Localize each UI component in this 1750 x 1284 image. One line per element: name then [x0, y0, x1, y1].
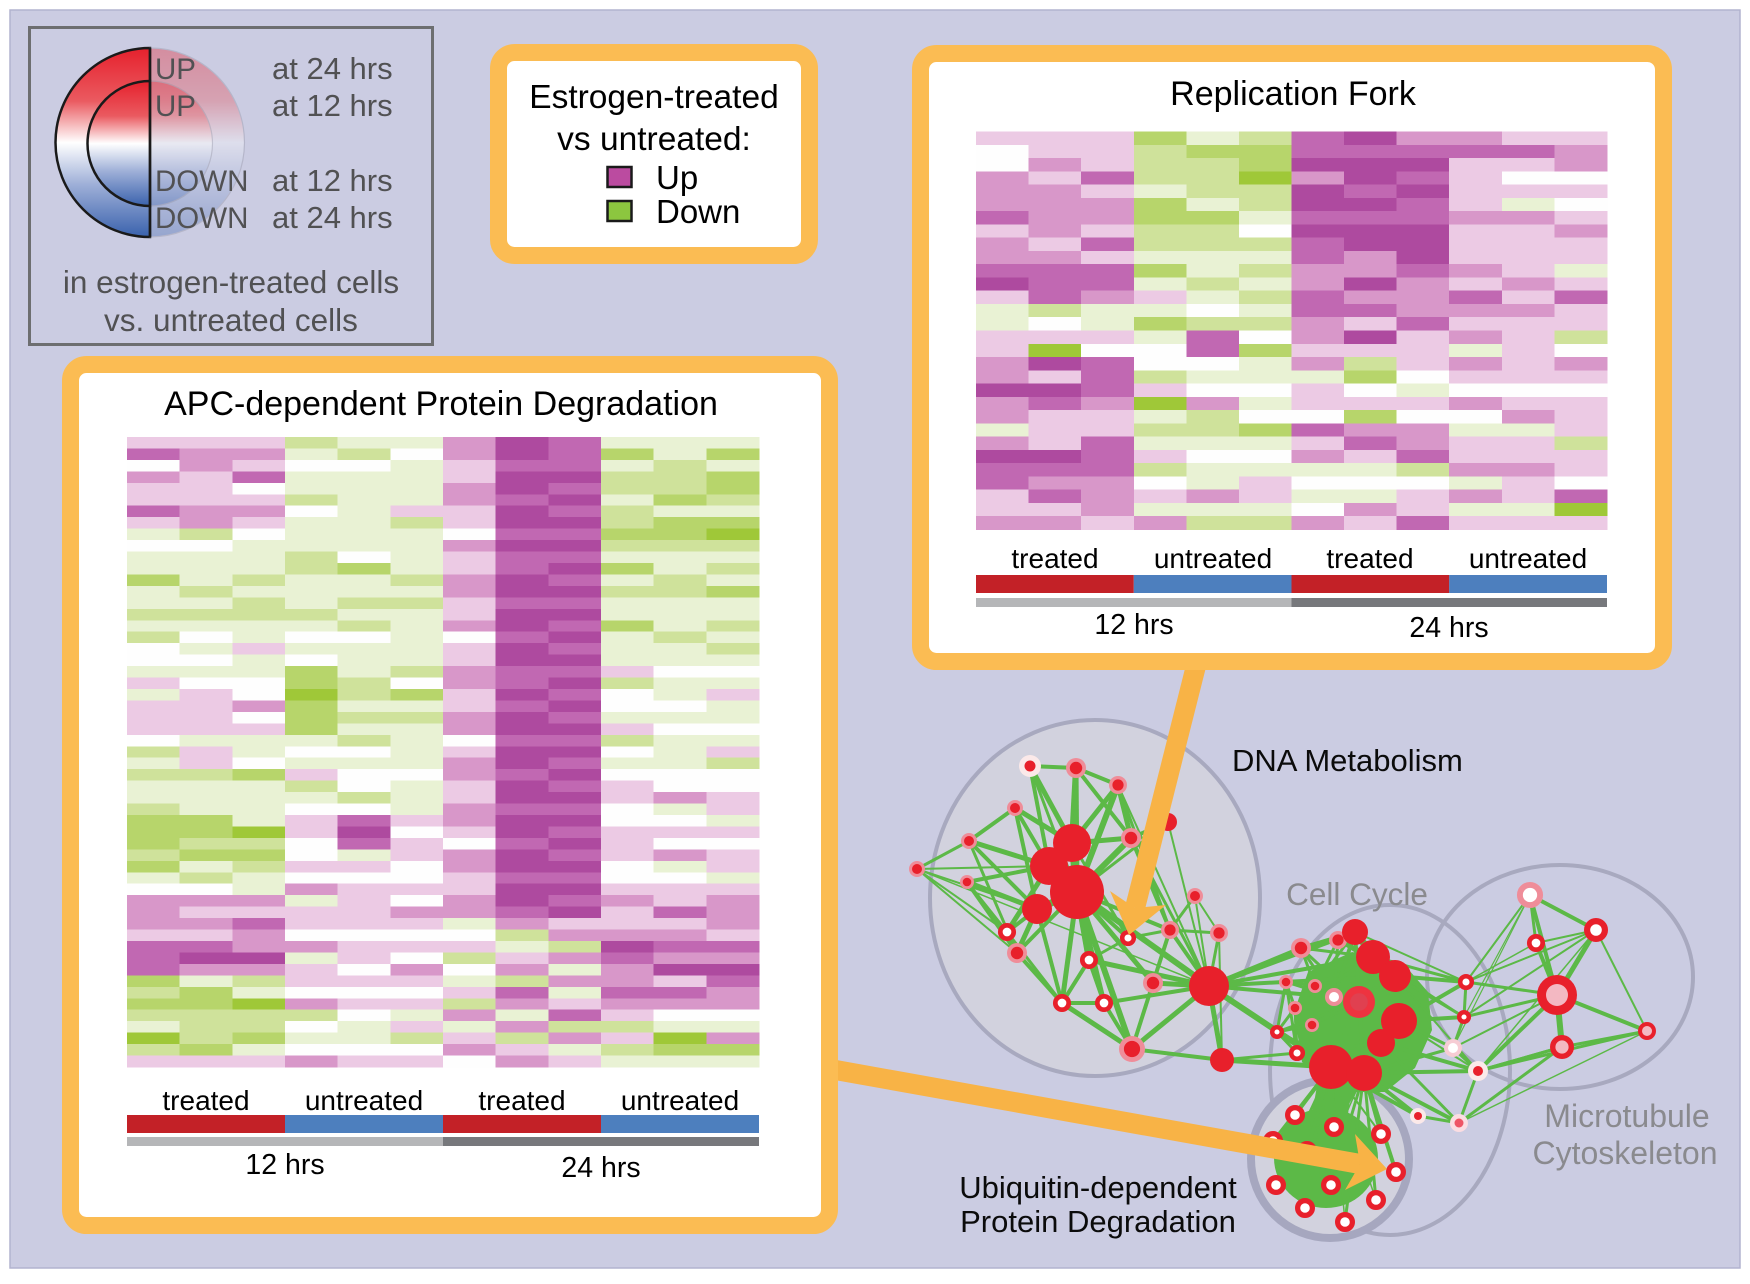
svg-text:treated: treated — [1326, 543, 1413, 574]
svg-text:untreated: untreated — [1154, 543, 1272, 574]
svg-text:DOWN: DOWN — [155, 165, 248, 198]
svg-text:vs. untreated cells: vs. untreated cells — [104, 302, 358, 338]
svg-text:treated: treated — [162, 1085, 249, 1116]
svg-text:UP: UP — [155, 90, 196, 123]
svg-text:24 hrs: 24 hrs — [1409, 612, 1488, 644]
svg-text:untreated: untreated — [305, 1085, 423, 1116]
svg-text:Down: Down — [656, 193, 740, 230]
svg-text:at 12 hrs: at 12 hrs — [272, 88, 393, 123]
svg-text:12 hrs: 12 hrs — [1094, 609, 1173, 641]
svg-text:Estrogen-treated: Estrogen-treated — [529, 79, 779, 116]
svg-text:Microtubule: Microtubule — [1544, 1098, 1709, 1134]
svg-text:untreated: untreated — [1469, 543, 1587, 574]
svg-text:APC-dependent Protein Degradat: APC-dependent Protein Degradation — [164, 385, 718, 423]
svg-text:Replication Fork: Replication Fork — [1170, 75, 1417, 113]
svg-text:UP: UP — [155, 53, 196, 86]
svg-text:Ubiquitin-dependent: Ubiquitin-dependent — [959, 1170, 1237, 1205]
svg-text:DOWN: DOWN — [155, 202, 248, 235]
svg-text:in estrogen-treated cells: in estrogen-treated cells — [63, 264, 399, 300]
svg-text:Cell Cycle: Cell Cycle — [1286, 876, 1428, 912]
svg-text:treated: treated — [1011, 543, 1098, 574]
svg-text:at 12 hrs: at 12 hrs — [272, 163, 393, 198]
svg-text:untreated: untreated — [621, 1085, 739, 1116]
svg-text:vs untreated:: vs untreated: — [557, 121, 751, 158]
svg-text:12 hrs: 12 hrs — [245, 1149, 324, 1181]
svg-text:Up: Up — [656, 159, 698, 196]
svg-text:Cytoskeleton: Cytoskeleton — [1533, 1135, 1718, 1171]
svg-text:treated: treated — [478, 1085, 565, 1116]
svg-text:Protein Degradation: Protein Degradation — [960, 1204, 1236, 1239]
svg-text:at 24 hrs: at 24 hrs — [272, 200, 393, 235]
svg-text:at 24 hrs: at 24 hrs — [272, 51, 393, 86]
svg-text:24 hrs: 24 hrs — [561, 1152, 640, 1184]
svg-text:DNA Metabolism: DNA Metabolism — [1232, 743, 1463, 778]
